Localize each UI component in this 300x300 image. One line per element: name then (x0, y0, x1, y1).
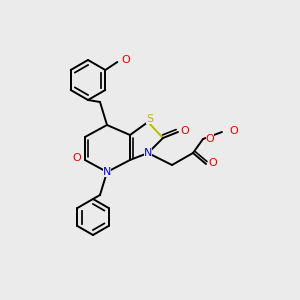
Text: O: O (208, 158, 217, 168)
Text: N: N (103, 167, 111, 177)
Text: O: O (230, 126, 238, 136)
Text: O: O (181, 126, 189, 136)
Text: O: O (121, 55, 130, 65)
Text: N: N (144, 148, 152, 158)
Text: O: O (73, 153, 81, 163)
Text: S: S (146, 114, 154, 124)
Text: O: O (206, 134, 214, 144)
